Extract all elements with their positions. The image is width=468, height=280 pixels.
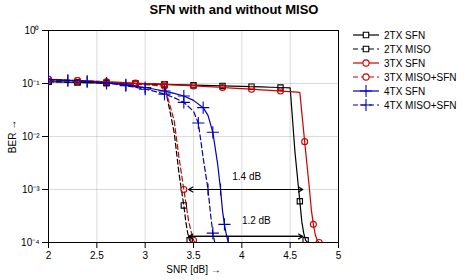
svg-text:1.2 dB: 1.2 dB [242, 215, 271, 226]
svg-text:SNR [dB] →: SNR [dB] → [166, 264, 220, 275]
svg-text:10⁻²: 10⁻² [22, 131, 40, 142]
svg-text:5: 5 [336, 250, 342, 261]
svg-text:4: 4 [239, 250, 245, 261]
svg-text:BER →: BER → [7, 120, 18, 153]
html-text:2TX MISO: 2TX MISO [384, 43, 431, 55]
html-text:4TX SFN: 4TX SFN [384, 85, 426, 97]
svg-text:3: 3 [142, 250, 148, 261]
html-text:3TX MISO+SFN: 3TX MISO+SFN [384, 71, 457, 83]
svg-text:2: 2 [46, 250, 52, 261]
html-text:3TX SFN: 3TX SFN [384, 57, 426, 69]
html-text:SFN with and without MISO: SFN with and without MISO [149, 2, 319, 17]
svg-text:10⁻³: 10⁻³ [22, 184, 40, 195]
svg-text:2.5: 2.5 [90, 250, 104, 261]
html-text:4TX MISO+SFN: 4TX MISO+SFN [384, 99, 457, 111]
svg-text:10⁰: 10⁰ [24, 25, 39, 36]
svg-text:10⁻⁴: 10⁻⁴ [21, 237, 39, 248]
svg-text:10⁻¹: 10⁻¹ [22, 78, 40, 89]
svg-text:3.5: 3.5 [187, 250, 201, 261]
svg-text:1.4 dB: 1.4 dB [232, 171, 261, 182]
html-text:2TX SFN: 2TX SFN [384, 29, 426, 41]
svg-text:4.5: 4.5 [283, 250, 297, 261]
